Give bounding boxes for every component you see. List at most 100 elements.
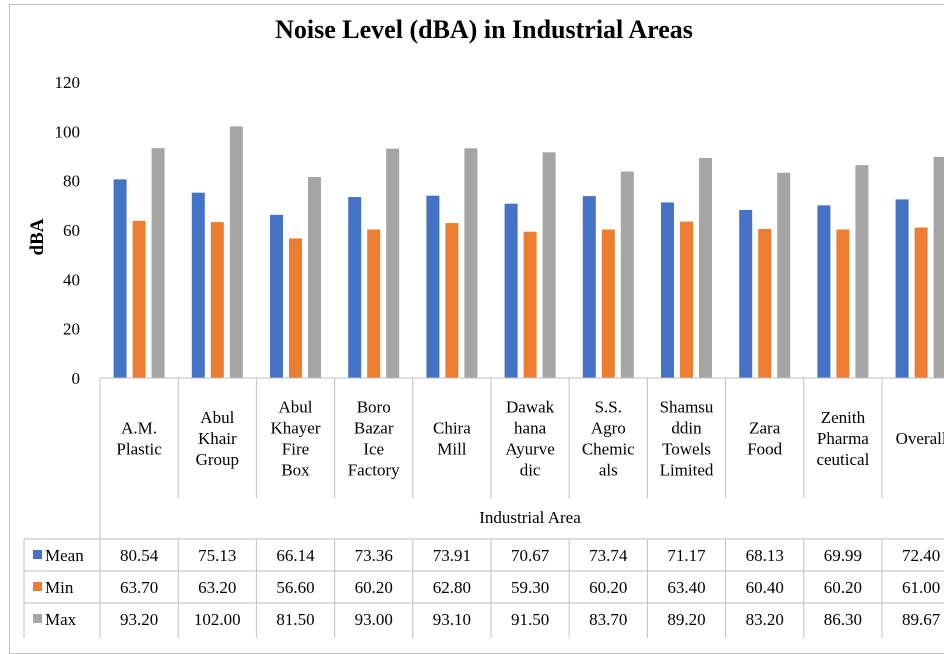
data-label-mean: 73.91 — [433, 546, 471, 565]
data-table: A.M. Plastic Abul Khair Group Abul Khayer Fire B… — [23, 377, 944, 638]
bar-max — [699, 157, 712, 378]
bar-max — [151, 148, 165, 378]
category-label: Abul Khayer Fire Box — [270, 398, 320, 480]
data-label-mean: 68.13 — [746, 546, 784, 565]
category-label-line: Dawak — [506, 398, 555, 417]
data-label-max: 81.50 — [276, 610, 314, 629]
bar-min — [367, 229, 381, 378]
bar-mean — [504, 203, 518, 378]
y-tick-label: 40 — [63, 270, 80, 289]
noise-level-chart: Noise Level (dBA) in Industrial Areas dB… — [23, 15, 944, 638]
bar-max — [464, 148, 478, 378]
bar-min — [601, 229, 615, 378]
y-tick-label: 120 — [55, 73, 81, 92]
bar-max — [308, 176, 321, 378]
y-tick-label: 60 — [63, 221, 80, 240]
bar-mean — [895, 199, 909, 378]
data-label-mean: 73.74 — [589, 546, 628, 565]
category-label: S.S. Agro Chemic als — [582, 398, 635, 480]
data-label-max: 83.70 — [589, 610, 627, 629]
data-label-min: 60.20 — [824, 578, 862, 597]
category-label-line: dic — [520, 461, 541, 480]
category-label-line: Plastic — [116, 440, 162, 459]
category-label-line: ceutical — [816, 450, 869, 469]
bar-min — [289, 238, 302, 378]
legend-label-mean: Mean — [45, 546, 84, 565]
bar-min — [758, 229, 772, 378]
data-label-mean: 71.17 — [667, 546, 706, 565]
category-label-line: Boro — [357, 398, 391, 417]
bar-mean — [113, 179, 127, 378]
category-label-line: hana — [514, 419, 547, 438]
category-label-line: Mill — [437, 440, 467, 459]
legend-key-mean — [33, 550, 42, 559]
category-label-line: Towels — [662, 440, 711, 459]
category-label-line: Abul — [200, 408, 234, 427]
y-tick-label: 80 — [63, 172, 80, 191]
category-label: Overall — [896, 429, 944, 448]
category-label-line: Ayurve — [505, 440, 554, 459]
data-label-min: 63.70 — [120, 578, 158, 597]
bar-max — [777, 172, 791, 378]
bar-max — [933, 156, 944, 378]
data-label-min: 60.40 — [746, 578, 784, 597]
category-label: Abul Khair Group — [196, 408, 239, 469]
legend-label-min: Min — [45, 578, 74, 597]
data-label-max: 86.30 — [824, 610, 862, 629]
y-tick-label: 100 — [55, 122, 81, 141]
bar-min — [836, 229, 850, 378]
data-label-max: 93.00 — [355, 610, 393, 629]
bar-mean — [817, 205, 831, 378]
legend-key-max — [33, 614, 42, 623]
bar-mean — [582, 196, 596, 378]
y-axis-ticks: 0 20 40 60 80 100 120 — [55, 73, 81, 388]
bar-min — [523, 231, 537, 378]
category-label-line: Khayer — [270, 419, 320, 438]
data-label-min: 63.40 — [667, 578, 705, 597]
bar-min — [445, 223, 459, 378]
bar-mean — [739, 209, 753, 378]
y-tick-label: 0 — [72, 369, 81, 388]
category-label-line: als — [599, 461, 618, 480]
category-label: Zara Food — [747, 419, 782, 459]
bar-min — [210, 222, 224, 378]
category-label: A.M. Plastic — [116, 419, 162, 459]
category-label: Shamsu ddin Towels Limited — [660, 398, 714, 480]
y-axis-label: dBA — [27, 218, 48, 255]
category-label-line: Zara — [749, 419, 781, 438]
category-label-line: Box — [281, 461, 310, 480]
bar-max — [855, 165, 869, 378]
data-label-max: 89.67 — [902, 610, 941, 629]
data-label-min: 56.60 — [276, 578, 314, 597]
data-label-max: 89.20 — [667, 610, 705, 629]
data-label-min: 61.00 — [902, 578, 940, 597]
data-label-max: 93.20 — [120, 610, 158, 629]
legend-label-max: Max — [45, 610, 77, 629]
data-label-min: 60.20 — [589, 578, 627, 597]
data-label-mean: 66.14 — [276, 546, 315, 565]
category-label-line: Bazar — [354, 419, 394, 438]
bar-mean — [661, 202, 674, 378]
data-label-mean: 80.54 — [120, 546, 159, 565]
bar-mean — [270, 214, 283, 378]
category-label: Boro Bazar Ice Factory — [348, 398, 400, 480]
data-label-mean: 70.67 — [511, 546, 550, 565]
category-label: Zenith Pharma ceutical — [816, 408, 869, 469]
data-label-mean: 73.36 — [355, 546, 393, 565]
bar-mean — [426, 195, 440, 378]
data-label-min: 59.30 — [511, 578, 549, 597]
data-label-min: 62.80 — [433, 578, 471, 597]
data-label-max: 83.20 — [746, 610, 784, 629]
category-label-line: Chira — [433, 419, 471, 438]
category-label-line: Shamsu — [660, 398, 714, 417]
bar-min — [132, 220, 146, 378]
bar-mean — [348, 197, 362, 378]
bar-max — [386, 148, 400, 378]
category-label-line: S.S. — [595, 398, 622, 417]
bar-min — [680, 221, 693, 378]
chart-title: Noise Level (dBA) in Industrial Areas — [275, 15, 693, 44]
category-label-line: Agro — [591, 419, 626, 438]
data-label-mean: 72.40 — [902, 546, 940, 565]
data-label-min: 63.20 — [198, 578, 236, 597]
category-label: Dawak hana Ayurve dic — [505, 398, 554, 480]
